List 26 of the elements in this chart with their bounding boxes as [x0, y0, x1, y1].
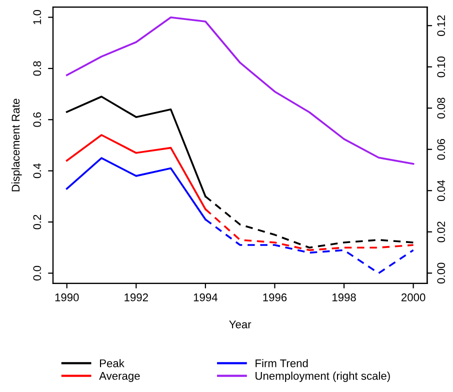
- line-series: [66, 16, 414, 165]
- x-tick-label: 1994: [194, 293, 218, 302]
- y-tick-label: 0.8: [33, 61, 42, 76]
- y2-tick-label: 0.06: [437, 139, 446, 160]
- y-tick-label: 1.0: [33, 10, 42, 24]
- legend-label: Average: [99, 372, 140, 382]
- y2-tick-label: 0.08: [437, 98, 446, 118]
- y-tick-label: 0.0: [33, 266, 42, 280]
- x-tick-label: 1990: [55, 293, 79, 302]
- x-tick-label: 1992: [124, 293, 148, 302]
- y2-tick-label: 0.00: [437, 262, 446, 284]
- legend-label: Unemployment (right scale): [256, 372, 390, 382]
- y-tick-label: 0.2: [33, 214, 42, 230]
- y-tick-label: 0.4: [33, 163, 42, 178]
- x-tick-label: 1996: [263, 293, 287, 302]
- x-tick-label: 1998: [332, 293, 356, 302]
- y2-tick-label: 0.12: [437, 15, 446, 36]
- y2-tick-label: 0.04: [437, 180, 446, 201]
- y2-tick-label: 0.02: [437, 222, 446, 242]
- y-axis-title: Displacement Rate: [11, 98, 22, 192]
- x-tick-label: 2000: [402, 293, 426, 302]
- y2-tick-label: 0.10: [437, 56, 446, 78]
- legend-label: Firm Trend: [256, 359, 308, 368]
- legend-label: Peak: [100, 359, 124, 368]
- y-tick-label: 0.6: [33, 112, 42, 127]
- x-axis-title: Year: [229, 320, 252, 328]
